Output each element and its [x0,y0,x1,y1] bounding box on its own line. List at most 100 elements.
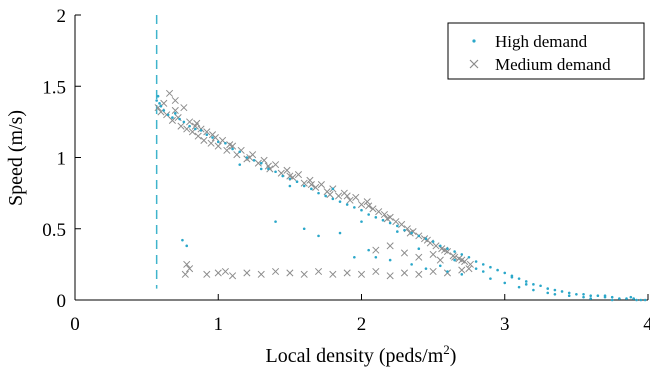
high-demand-point [288,184,292,188]
medium-demand-point [465,265,473,273]
high-demand-point [181,238,184,242]
cross-icon [469,59,479,69]
high-demand-point [381,218,385,222]
high-demand-point [560,290,564,293]
medium-demand-point [300,179,308,187]
medium-demand-point [286,172,294,180]
high-demand-point [338,200,342,203]
high-demand-point [553,288,557,292]
high-demand-point [625,297,628,300]
y-tick-label: 1 [57,149,67,170]
medium-demand-point [458,266,466,274]
high-demand-point [331,197,335,201]
medium-demand-point [165,89,174,97]
medium-demand-point [317,181,325,189]
legend-medium-demand-label: Medium demand [495,55,611,74]
medium-demand-point [306,176,314,184]
high-demand-point [158,102,161,105]
high-demand-point [438,244,442,248]
high-demand-point [575,293,578,296]
high-demand-point [267,167,270,171]
medium-demand-point [200,136,208,144]
high-demand-point [388,258,392,262]
high-demand-point [596,294,600,298]
high-demand-point [388,221,392,225]
high-demand-point [510,275,514,279]
high-demand-point [539,284,542,288]
high-demand-point [489,277,492,280]
high-demand-point [259,161,263,165]
high-demand-point [460,253,464,256]
medium-demand-point [177,122,185,130]
medium-demand-point [243,269,251,277]
legend-high-demand-marker [472,39,476,43]
medium-demand-point [451,253,459,261]
high-demand-point [582,293,585,296]
high-demand-point [446,247,449,250]
x-tick-label: 4 [643,314,650,335]
medium-demand-point [257,270,265,278]
high-demand-point [489,265,492,269]
high-demand-point [353,206,356,209]
medium-demand-point [226,141,234,149]
y-tick-label: 0.5 [42,220,66,241]
medium-demand-point [398,220,406,229]
medium-demand-point [307,181,315,189]
medium-demand-point [180,104,188,112]
medium-demand-point [357,270,366,278]
high-demand-point [353,255,356,259]
data-points [154,89,647,302]
medium-demand-point [221,267,229,276]
medium-demand-point [400,249,409,257]
high-demand-point [188,124,191,128]
high-demand-point [453,258,456,262]
high-demand-point [374,255,378,259]
high-demand-point [431,240,435,243]
medium-demand-point [352,193,360,201]
high-demand-point [632,297,635,300]
high-demand-point [367,213,370,216]
high-demand-point [546,287,550,290]
high-demand-point [532,288,535,292]
high-demand-point [424,237,428,241]
legend-medium-demand-marker [469,59,479,69]
high-demand-point [245,156,249,159]
medium-demand-point [443,269,452,277]
high-demand-point [166,113,170,117]
high-demand-point [216,140,220,144]
high-demand-point [367,248,370,252]
medium-demand-point [286,269,294,277]
medium-demand-point [386,272,394,280]
medium-demand-point [186,118,194,126]
high-demand-point [274,170,277,174]
high-demand-point [238,150,242,154]
medium-demand-point [163,111,171,119]
medium-demand-point [466,260,474,268]
high-demand-point [317,191,320,195]
high-demand-point [331,187,335,191]
high-demand-point [317,234,320,238]
medium-demand-point [214,142,222,150]
high-demand-point [567,291,571,295]
high-demand-point [610,295,614,299]
high-demand-point [467,255,471,259]
high-demand-point [173,112,177,115]
high-demand-point [159,104,163,108]
high-demand-point [224,141,227,145]
high-demand-point [252,159,256,162]
medium-demand-point [369,205,377,213]
y-tick-label: 2 [57,6,67,27]
medium-demand-point [406,229,414,237]
medium-demand-point [271,267,280,276]
high-demand-point [259,167,263,171]
high-demand-point [639,298,643,302]
medium-demand-point [329,270,337,278]
high-demand-point [231,147,234,151]
high-demand-point [199,129,203,132]
high-demand-point [302,227,306,231]
medium-demand-point [264,162,272,170]
high-demand-point [374,216,378,219]
medium-demand-point [203,270,211,278]
high-demand-point [460,273,464,276]
medium-demand-point [392,218,400,226]
